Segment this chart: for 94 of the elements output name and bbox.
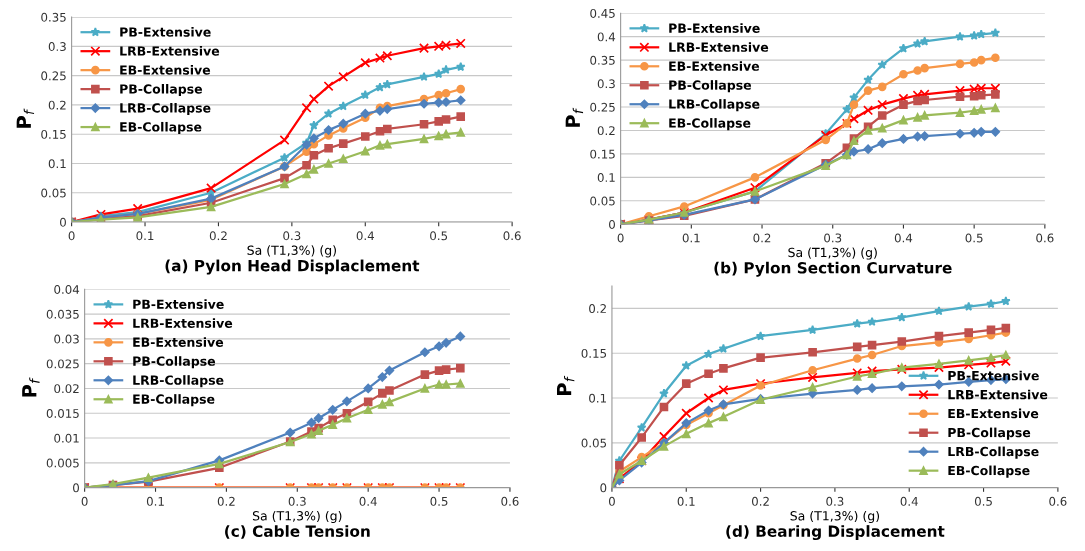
legend-label: PB-Collapse [133,356,216,369]
x-axis-title: Sa (T1,3%) (g) [247,245,336,258]
y-tick-label: 0.03 [54,334,79,344]
y-tick-label: 0.15 [41,129,66,139]
legend-label: EB-Collapse [133,394,215,407]
x-tick-label: 0 [81,496,88,506]
y-tick-label: 0.2 [589,304,606,314]
x-tick-label: 0.4 [900,496,918,506]
text: (d) Bearing Displacement [726,525,945,541]
legend-label: EB-Collapse [948,465,1030,478]
x-tick-label: 0.2 [751,496,769,506]
x-tick-label: 0.1 [136,231,154,241]
x-axis-title: Sa (T1,3%) (g) [252,510,342,523]
x-tick-label: 0.4 [359,496,377,506]
y-tick-label: 0.05 [581,438,607,448]
y-tick-label: 0.025 [46,359,79,369]
x-tick-label: 0 [617,233,624,243]
y-tick-label: 0.1 [589,393,606,403]
x-tick-label: 0.5 [965,233,983,243]
y-tick-label: 0 [73,483,79,493]
x-tick-label: 0.1 [677,496,695,506]
y-tick-label: 0.05 [590,196,615,206]
y-tick-label: 0.3 [597,79,615,89]
text: (b) Pylon Section Curvature [714,261,952,277]
legend-label: LRB-Extensive [948,389,1048,400]
x-tick-label: 0.6 [1049,496,1067,506]
y-tick-label: 0.25 [41,71,66,81]
x-tick-label: 0.6 [503,231,521,241]
y-tick-label: 0.35 [590,55,615,65]
x-tick-label: 0.2 [209,231,227,241]
y-tick-label: 0.45 [590,8,615,18]
legend-label: PB-Extensive [133,299,224,309]
legend-label: EB-Extensive [948,408,1039,419]
x-axis-title: Sa (T1,3%) (g) [788,247,877,260]
y-axis-title: P$_{f}$ [565,107,584,127]
legend-label: LRB-Extensive [120,46,220,56]
legend-label: PB-Collapse [669,80,752,93]
y-tick-label: 0.02 [54,384,79,394]
legend-label: PB-Extensive [948,370,1039,381]
y-axis-title: P$_{f}$ [22,377,40,397]
x-axis-title: Sa (T1,3%) (g) [790,510,880,523]
y-tick-label: 0.1 [597,173,615,183]
legend-label: LRB-Collapse [948,446,1039,459]
y-tick-label: 0.4 [597,32,616,42]
y-tick-label: 0 [60,217,66,227]
y-tick-label: 0.04 [54,285,80,294]
x-tick-label: 0.6 [1036,233,1054,243]
y-tick-label: 0.01 [54,433,79,443]
legend-label: PB-Collapse [120,84,203,97]
x-tick-label: 0.2 [217,496,235,506]
legend-label: PB-Extensive [120,27,211,37]
y-tick-label: 0 [600,483,607,493]
y-tick-label: 0.05 [41,188,66,198]
y-axis-title: P$_{f}$ [557,375,575,395]
y-tick-label: 0.1 [48,159,66,169]
y-tick-label: 0 [609,219,615,229]
y-tick-label: 0.35 [41,12,66,22]
x-tick-label: 0.3 [288,496,306,506]
x-tick-label: 0.6 [501,496,519,506]
x-tick-label: 0.5 [430,496,448,506]
legend-label: PB-Collapse [948,427,1031,440]
legend-label: LRB-Collapse [669,99,760,112]
legend-label: EB-Collapse [669,118,751,131]
x-tick-label: 0.4 [894,233,913,243]
text: (c) Cable Tension [225,525,370,539]
x-tick-label: 0.1 [682,233,700,243]
legend-label: LRB-Collapse [133,375,224,388]
x-tick-label: 0.4 [356,231,375,241]
y-tick-label: 0.015 [46,408,79,418]
y-tick-label: 0.15 [581,348,607,358]
y-tick-label: 0.15 [590,149,615,159]
legend-label: EB-Extensive [133,337,224,347]
x-tick-label: 0.1 [146,496,164,506]
y-axis-title: P$_{f}$ [16,108,35,128]
x-tick-label: 0.2 [753,233,771,243]
x-tick-label: 0.5 [974,496,992,506]
legend-label: LRB-Extensive [133,318,233,328]
x-tick-label: 0.3 [283,231,301,241]
x-tick-label: 0.3 [824,233,842,243]
x-tick-label: 0.3 [826,496,844,506]
y-tick-label: 0.2 [48,100,66,110]
y-tick-label: 0.2 [597,126,615,136]
y-tick-label: 0.3 [48,42,66,52]
legend-label: EB-Extensive [669,61,760,71]
text: (a) Pylon Head Displaclement [165,259,420,275]
legend-label: EB-Collapse [120,121,202,135]
y-tick-label: 0.035 [46,309,79,319]
x-tick-label: 0.5 [430,231,448,241]
y-tick-label: 0.25 [590,102,615,112]
legend-label: EB-Extensive [120,65,211,75]
legend-label: PB-Extensive [669,23,760,33]
legend-label: LRB-Extensive [669,42,769,52]
y-tick-label: 0.005 [46,458,79,468]
legend-label: LRB-Collapse [120,102,211,116]
